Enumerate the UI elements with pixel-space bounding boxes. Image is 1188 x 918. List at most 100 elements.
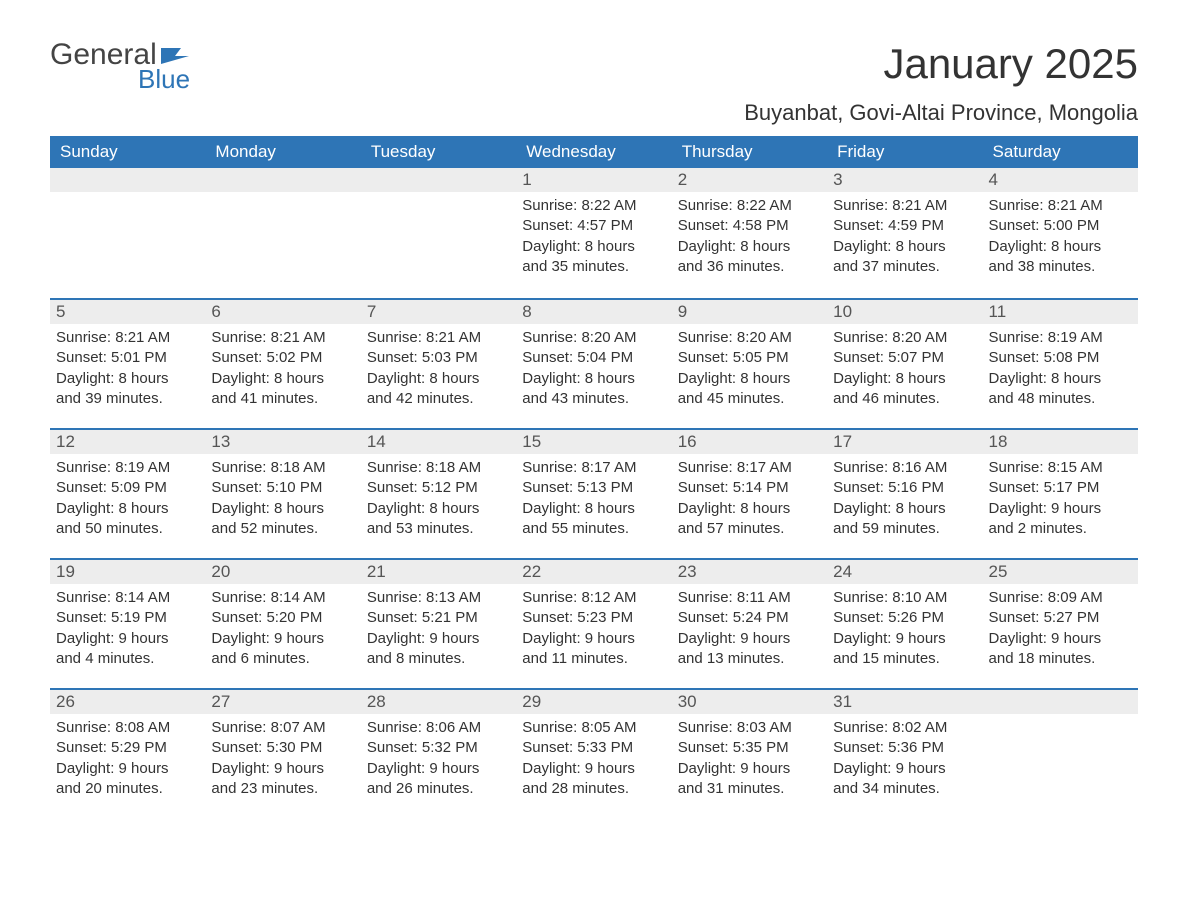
day-number: 28 [361, 690, 516, 714]
day-number: 31 [827, 690, 982, 714]
sunset-text: Sunset: 4:57 PM [520, 216, 667, 236]
dl2-text: and 11 minutes. [520, 649, 667, 669]
dl1-text: Daylight: 9 hours [54, 759, 201, 779]
dl1-text: Daylight: 8 hours [520, 499, 667, 519]
day-number: 29 [516, 690, 671, 714]
dl1-text: Daylight: 8 hours [831, 237, 978, 257]
sunrise-text: Sunrise: 8:14 AM [209, 588, 356, 608]
day-number: 11 [983, 300, 1138, 324]
day-number [983, 690, 1138, 714]
sunset-text: Sunset: 5:09 PM [54, 478, 201, 498]
dl1-text: Daylight: 9 hours [987, 629, 1134, 649]
sunset-text: Sunset: 5:13 PM [520, 478, 667, 498]
day-number: 16 [672, 430, 827, 454]
day-cell: 14Sunrise: 8:18 AMSunset: 5:12 PMDayligh… [361, 430, 516, 558]
dl1-text: Daylight: 9 hours [676, 629, 823, 649]
sunrise-text: Sunrise: 8:19 AM [54, 458, 201, 478]
sunrise-text: Sunrise: 8:22 AM [520, 196, 667, 216]
sunrise-text: Sunrise: 8:13 AM [365, 588, 512, 608]
dl1-text: Daylight: 9 hours [831, 759, 978, 779]
sunset-text: Sunset: 5:33 PM [520, 738, 667, 758]
day-cell: 4Sunrise: 8:21 AMSunset: 5:00 PMDaylight… [983, 168, 1138, 298]
dl2-text: and 35 minutes. [520, 257, 667, 277]
sunset-text: Sunset: 4:59 PM [831, 216, 978, 236]
day-cell: 23Sunrise: 8:11 AMSunset: 5:24 PMDayligh… [672, 560, 827, 688]
day-number: 18 [983, 430, 1138, 454]
day-number: 12 [50, 430, 205, 454]
dl1-text: Daylight: 8 hours [520, 369, 667, 389]
dl1-text: Daylight: 8 hours [676, 499, 823, 519]
dl2-text: and 28 minutes. [520, 779, 667, 799]
dl2-text: and 46 minutes. [831, 389, 978, 409]
dl1-text: Daylight: 9 hours [209, 629, 356, 649]
dl2-text: and 8 minutes. [365, 649, 512, 669]
day-number: 7 [361, 300, 516, 324]
dl2-text: and 53 minutes. [365, 519, 512, 539]
sunset-text: Sunset: 5:10 PM [209, 478, 356, 498]
sunrise-text: Sunrise: 8:17 AM [520, 458, 667, 478]
header: General Blue January 2025 Buyanbat, Govi… [50, 40, 1138, 126]
day-cell: 25Sunrise: 8:09 AMSunset: 5:27 PMDayligh… [983, 560, 1138, 688]
dl1-text: Daylight: 8 hours [831, 499, 978, 519]
dl1-text: Daylight: 9 hours [54, 629, 201, 649]
day-cell [983, 690, 1138, 818]
dl2-text: and 31 minutes. [676, 779, 823, 799]
day-cell: 18Sunrise: 8:15 AMSunset: 5:17 PMDayligh… [983, 430, 1138, 558]
day-number: 25 [983, 560, 1138, 584]
dl2-text: and 23 minutes. [209, 779, 356, 799]
day-cell: 3Sunrise: 8:21 AMSunset: 4:59 PMDaylight… [827, 168, 982, 298]
dl1-text: Daylight: 9 hours [520, 759, 667, 779]
day-number: 27 [205, 690, 360, 714]
day-cell: 11 Sunrise: 8:19 AMSunset: 5:08 PMDayligh… [983, 300, 1138, 428]
day-number: 23 [672, 560, 827, 584]
sunrise-text: Sunrise: 8:22 AM [676, 196, 823, 216]
sunrise-text: Sunrise: 8:21 AM [54, 328, 201, 348]
dl2-text: and 34 minutes. [831, 779, 978, 799]
day-number: 3 [827, 168, 982, 192]
day-cell: 16Sunrise: 8:17 AMSunset: 5:14 PMDayligh… [672, 430, 827, 558]
day-number: 8 [516, 300, 671, 324]
sunrise-text: Sunrise: 8:14 AM [54, 588, 201, 608]
sunrise-text: Sunrise: 8:20 AM [520, 328, 667, 348]
dl1-text: Daylight: 9 hours [987, 499, 1134, 519]
week-row: 1Sunrise: 8:22 AMSunset: 4:57 PMDaylight… [50, 168, 1138, 298]
sunrise-text: Sunrise: 8:20 AM [831, 328, 978, 348]
dl2-text: and 50 minutes. [54, 519, 201, 539]
sunset-text: Sunset: 5:29 PM [54, 738, 201, 758]
day-cell: 15Sunrise: 8:17 AMSunset: 5:13 PMDayligh… [516, 430, 671, 558]
month-title: January 2025 [744, 40, 1138, 88]
dl2-text: and 37 minutes. [831, 257, 978, 277]
day-number: 17 [827, 430, 982, 454]
dl2-text: and 43 minutes. [520, 389, 667, 409]
sunrise-text: Sunrise: 8:21 AM [987, 196, 1134, 216]
day-number: 1 [516, 168, 671, 192]
location-subtitle: Buyanbat, Govi-Altai Province, Mongolia [744, 100, 1138, 126]
day-cell: 1Sunrise: 8:22 AMSunset: 4:57 PMDaylight… [516, 168, 671, 298]
sunset-text: Sunset: 5:08 PM [987, 348, 1134, 368]
sunset-text: Sunset: 5:20 PM [209, 608, 356, 628]
dl2-text: and 52 minutes. [209, 519, 356, 539]
day-number: 9 [672, 300, 827, 324]
dl1-text: Daylight: 8 hours [987, 369, 1134, 389]
sunset-text: Sunset: 5:26 PM [831, 608, 978, 628]
dl2-text: and 2 minutes. [987, 519, 1134, 539]
dl1-text: Daylight: 8 hours [676, 369, 823, 389]
week-row: 5Sunrise: 8:21 AMSunset: 5:01 PMDaylight… [50, 298, 1138, 428]
dl2-text: and 38 minutes. [987, 257, 1134, 277]
sunrise-text: Sunrise: 8:02 AM [831, 718, 978, 738]
day-header-cell: Saturday [983, 136, 1138, 168]
sunrise-text: Sunrise: 8:19 AM [987, 328, 1134, 348]
week-row: 12 Sunrise: 8:19 AMSunset: 5:09 PM Dayligh… [50, 428, 1138, 558]
sunset-text: Sunset: 5:04 PM [520, 348, 667, 368]
dl2-text: and 42 minutes. [365, 389, 512, 409]
day-number: 24 [827, 560, 982, 584]
day-cell: 26Sunrise: 8:08 AMSunset: 5:29 PMDayligh… [50, 690, 205, 818]
week-row: 26Sunrise: 8:08 AMSunset: 5:29 PMDayligh… [50, 688, 1138, 818]
sunrise-text: Sunrise: 8:21 AM [365, 328, 512, 348]
dl2-text: and 6 minutes. [209, 649, 356, 669]
day-cell: 24Sunrise: 8:10 AMSunset: 5:26 PMDayligh… [827, 560, 982, 688]
dl1-text: Daylight: 8 hours [54, 369, 201, 389]
day-number: 2 [672, 168, 827, 192]
dl2-text: and 4 minutes. [54, 649, 201, 669]
sunset-text: Sunset: 5:07 PM [831, 348, 978, 368]
